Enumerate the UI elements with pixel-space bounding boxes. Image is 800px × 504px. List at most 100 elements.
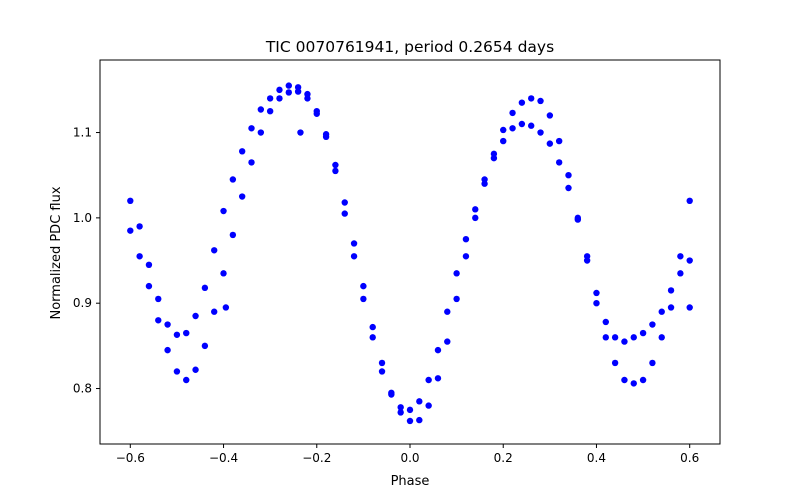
y-tick-label: 0.8 xyxy=(73,382,92,396)
data-point xyxy=(602,318,609,326)
data-point xyxy=(220,270,227,277)
data-point xyxy=(621,338,628,345)
data-point xyxy=(658,334,665,341)
data-point xyxy=(406,417,414,425)
data-point xyxy=(164,321,171,328)
x-axis-label: Phase xyxy=(391,474,430,489)
data-point xyxy=(639,376,647,384)
data-point xyxy=(537,129,544,136)
data-point xyxy=(630,380,637,387)
data-point xyxy=(378,359,386,367)
y-tick-label: 1.1 xyxy=(73,126,92,140)
data-point xyxy=(434,375,442,382)
data-point xyxy=(332,161,339,169)
data-point xyxy=(518,120,526,128)
data-point xyxy=(257,106,265,113)
data-point xyxy=(416,416,423,424)
data-point xyxy=(164,346,171,354)
data-point xyxy=(565,172,572,179)
data-point xyxy=(276,86,283,94)
data-point xyxy=(266,108,274,115)
data-point xyxy=(667,287,675,294)
data-point xyxy=(155,317,162,324)
data-point xyxy=(425,376,432,384)
data-point xyxy=(285,82,292,89)
data-point xyxy=(677,253,684,260)
data-point xyxy=(500,137,507,145)
data-point xyxy=(667,304,675,311)
data-point xyxy=(416,398,423,405)
data-point xyxy=(565,184,572,192)
data-point xyxy=(509,109,516,117)
data-point xyxy=(173,368,181,375)
data-point xyxy=(425,402,432,409)
data-point xyxy=(341,210,348,217)
data-point xyxy=(360,282,367,290)
data-point xyxy=(332,167,339,175)
data-point xyxy=(350,253,358,260)
data-point xyxy=(639,329,647,337)
data-point xyxy=(322,131,330,138)
outlier-point xyxy=(686,304,693,311)
data-point xyxy=(229,231,237,239)
data-point xyxy=(444,338,451,345)
data-point xyxy=(350,240,358,247)
data-point xyxy=(649,321,656,328)
data-point xyxy=(518,99,526,106)
data-point xyxy=(369,323,376,331)
data-point xyxy=(276,95,283,102)
data-point xyxy=(621,376,628,384)
data-point xyxy=(388,389,395,396)
data-point xyxy=(238,193,246,200)
data-point xyxy=(630,334,637,341)
data-point xyxy=(136,223,143,230)
x-tick-label: −0.4 xyxy=(209,451,238,465)
data-point xyxy=(313,110,320,117)
data-point xyxy=(453,270,460,277)
data-point xyxy=(528,95,535,102)
data-point xyxy=(472,214,479,222)
data-point xyxy=(574,214,582,222)
data-point xyxy=(136,253,143,260)
data-point xyxy=(378,368,386,375)
data-point xyxy=(546,112,554,119)
data-point xyxy=(434,346,442,354)
x-tick-label: 0.4 xyxy=(587,451,606,465)
data-point xyxy=(229,176,237,183)
data-point xyxy=(127,227,134,234)
data-point xyxy=(192,312,199,320)
data-point xyxy=(211,247,218,254)
data-point xyxy=(462,253,470,260)
data-point xyxy=(686,257,693,264)
data-point xyxy=(183,376,190,384)
data-point xyxy=(220,207,227,215)
data-point xyxy=(555,137,563,145)
data-point xyxy=(183,329,190,337)
data-point xyxy=(406,406,414,414)
data-point xyxy=(201,284,209,292)
data-point xyxy=(611,334,619,341)
outlier-point xyxy=(297,129,304,136)
data-point xyxy=(360,295,367,303)
data-point xyxy=(453,295,460,303)
data-point xyxy=(472,206,479,213)
data-point xyxy=(555,159,563,166)
data-point xyxy=(546,140,554,147)
data-point xyxy=(192,366,199,373)
x-tick-label: −0.6 xyxy=(116,451,145,465)
data-point xyxy=(583,257,591,264)
data-point xyxy=(201,342,209,350)
data-point xyxy=(593,300,600,307)
data-point xyxy=(649,359,656,367)
data-point xyxy=(444,308,451,315)
data-point xyxy=(509,125,516,132)
plot-area xyxy=(127,82,693,425)
data-point xyxy=(537,97,544,105)
data-point xyxy=(294,88,302,95)
data-point xyxy=(145,282,153,290)
y-tick-label: 0.9 xyxy=(73,296,92,310)
data-point xyxy=(602,334,609,341)
data-point xyxy=(686,197,693,204)
